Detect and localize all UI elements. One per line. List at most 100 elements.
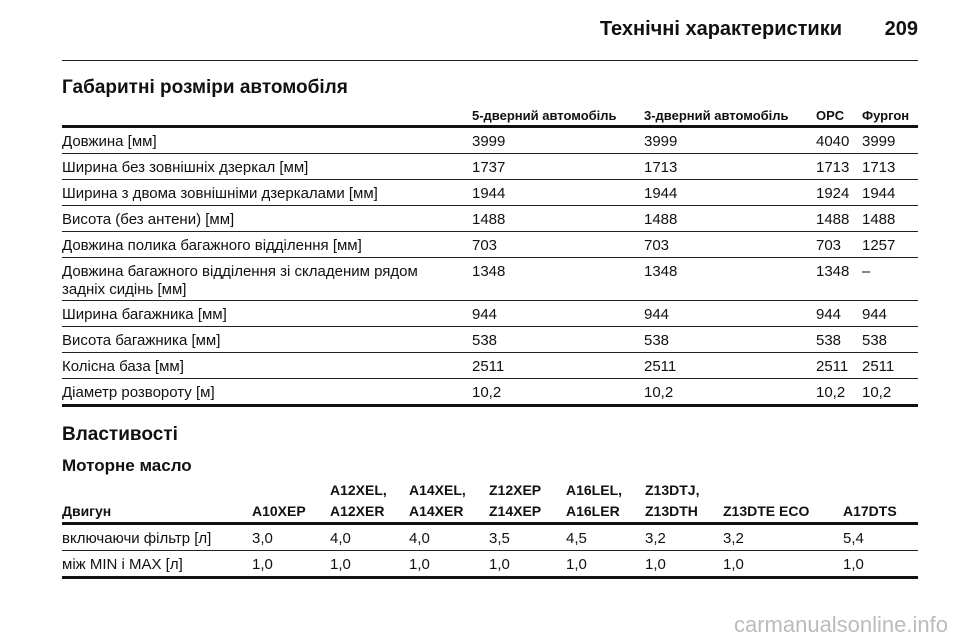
cell: 4,0 (330, 530, 351, 547)
cell: 1348 (816, 263, 850, 280)
section-title: Властивості (62, 424, 178, 445)
cell: 703 (472, 237, 498, 254)
cell: 1713 (862, 159, 896, 176)
column-header: 3-дверний автомобіль (644, 108, 789, 123)
column-header: Z14XEP (489, 503, 542, 519)
cell: 538 (472, 332, 498, 349)
cell: 4,5 (566, 530, 587, 547)
cell: 3999 (472, 133, 506, 150)
cell: 3,2 (645, 530, 666, 547)
row-rule (62, 576, 918, 579)
cell: 1,0 (330, 556, 351, 573)
cell: 1488 (862, 211, 896, 228)
row-rule (62, 300, 918, 301)
row-rule (62, 378, 918, 379)
watermark: carmanualsonline.info (733, 612, 948, 637)
row-label: між MIN і MAX [л] (62, 556, 183, 573)
cell: 1257 (862, 237, 896, 254)
cell: 1,0 (723, 556, 744, 573)
cell: 538 (816, 332, 842, 349)
column-header: Z13DTE ECO (723, 503, 810, 519)
column-header: Двигун (62, 503, 112, 519)
cell: 1,0 (489, 556, 510, 573)
cell: 944 (644, 306, 670, 323)
column-header: OPC (816, 108, 845, 123)
cell: 1,0 (645, 556, 666, 573)
table-rule (62, 522, 918, 525)
cell: 3999 (644, 133, 678, 150)
row-rule (62, 352, 918, 353)
column-header: Z13DTJ, (645, 482, 700, 498)
cell: 10,2 (472, 384, 502, 401)
cell: 1348 (644, 263, 678, 280)
cell: 3,0 (252, 530, 273, 547)
cell: 944 (816, 306, 842, 323)
cell: 2511 (644, 358, 677, 375)
cell: 1,0 (843, 556, 864, 573)
row-label: Ширина багажника [мм] (62, 306, 227, 323)
cell: 1713 (816, 159, 850, 176)
cell: 5,4 (843, 530, 864, 547)
cell: 944 (472, 306, 498, 323)
column-header: A16LER (566, 503, 620, 519)
row-label: Ширина без зовнішніх дзеркал [мм] (62, 159, 309, 176)
column-header: A14XER (409, 503, 464, 519)
cell: 2511 (472, 358, 505, 375)
cell: 4,0 (409, 530, 430, 547)
row-label: Довжина [мм] (62, 133, 157, 150)
row-label: включаючи фільтр [л] (62, 530, 212, 547)
cell: 1924 (816, 185, 850, 202)
column-header: A10XEP (252, 503, 306, 519)
cell: 1713 (644, 159, 678, 176)
cell: 10,2 (816, 384, 846, 401)
page-number: 209 (884, 18, 918, 40)
row-rule (62, 257, 918, 258)
column-header: A16LEL, (566, 482, 623, 498)
cell: 3,5 (489, 530, 510, 547)
row-label: задніх сидінь [мм] (62, 281, 187, 298)
header-rule (62, 60, 918, 61)
row-rule (62, 231, 918, 232)
cell: 538 (862, 332, 888, 349)
row-label: Довжина багажного відділення зі складени… (62, 263, 418, 280)
row-rule (62, 205, 918, 206)
cell: 944 (862, 306, 888, 323)
table-rule (62, 125, 918, 128)
row-label: Висота (без антени) [мм] (62, 211, 235, 228)
cell: 1488 (472, 211, 506, 228)
column-header: A14XEL, (409, 482, 466, 498)
cell: 1,0 (566, 556, 587, 573)
row-label: Ширина з двома зовнішніми дзеркалами [мм… (62, 185, 378, 202)
column-header: A12XER (330, 503, 385, 519)
row-label: Довжина полика багажного відділення [мм] (62, 237, 362, 254)
cell: 3,2 (723, 530, 744, 547)
column-header: Z12XEP (489, 482, 542, 498)
row-rule (62, 179, 918, 180)
row-label: Колісна база [мм] (62, 358, 184, 375)
cell: 3999 (862, 133, 896, 150)
cell: 1488 (816, 211, 850, 228)
cell: 703 (644, 237, 670, 254)
cell: 2511 (816, 358, 849, 375)
cell: 4040 (816, 133, 850, 150)
cell: 1488 (644, 211, 678, 228)
cell: 703 (816, 237, 842, 254)
cell: 1944 (862, 185, 896, 202)
cell: 10,2 (644, 384, 674, 401)
row-rule (62, 550, 918, 551)
header-title: Технічні характеристики (599, 18, 842, 40)
column-header: Z13DTH (645, 503, 698, 519)
cell: 1,0 (252, 556, 273, 573)
cell: 1,0 (409, 556, 430, 573)
column-header: Фургон (862, 108, 910, 123)
row-label: Діаметр розвороту [м] (62, 384, 215, 401)
cell: 1348 (472, 263, 506, 280)
cell: 2511 (862, 358, 895, 375)
cell: 1944 (644, 185, 678, 202)
section-title: Габаритні розміри автомобіля (62, 77, 348, 98)
row-rule (62, 326, 918, 327)
column-header: 5-дверний автомобіль (472, 108, 617, 123)
row-label: Висота багажника [мм] (62, 332, 221, 349)
column-header: A17DTS (843, 503, 897, 519)
